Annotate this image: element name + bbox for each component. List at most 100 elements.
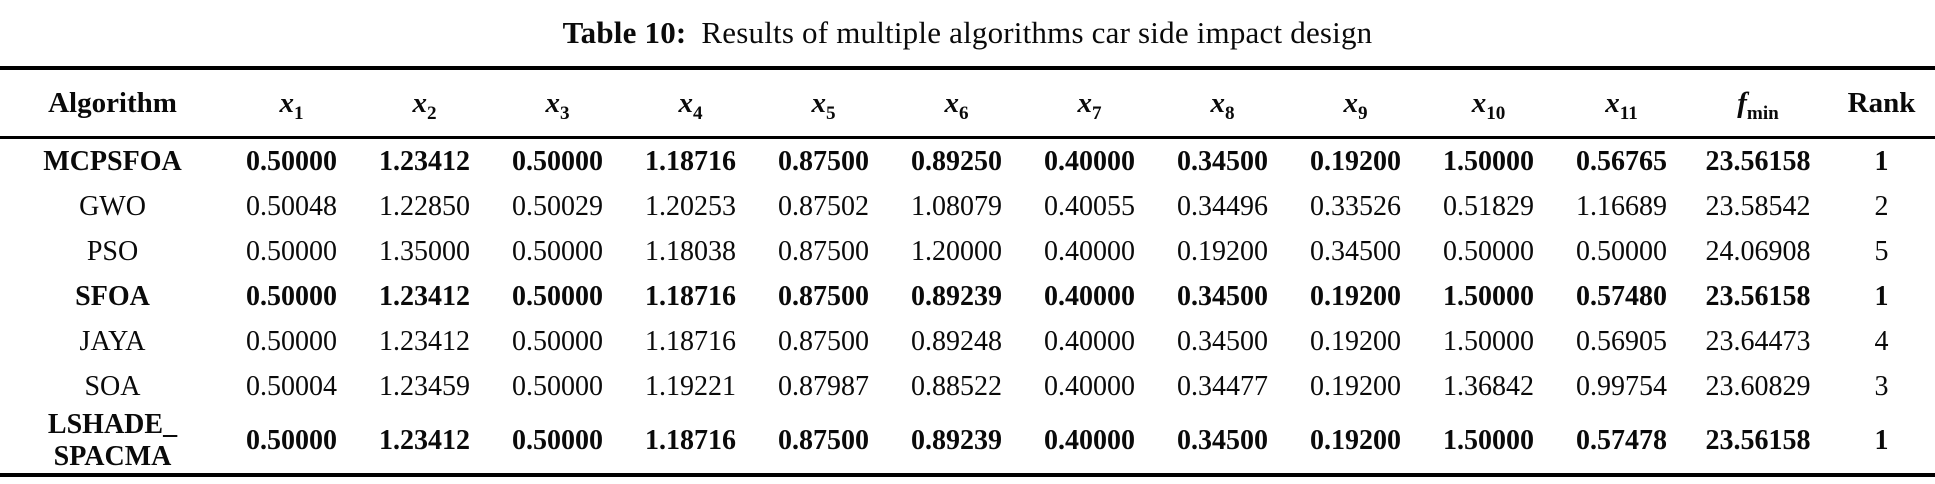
variable-subscript: 7 [1091,102,1102,124]
cell-value: 1.16689 [1576,190,1667,222]
cell-value: 0.34496 [1177,190,1268,222]
column-header-x6: x6 [890,68,1023,139]
cell-value: 1.50000 [1443,145,1534,177]
table-row-soa: SOA 0.50004 1.23459 0.50000 1.19221 0.87987 0.… [0,364,1935,409]
column-header-algorithm: Algorithm [0,68,225,139]
cell-value: 0.87500 [778,424,869,456]
column-header-x4: x4 [624,68,757,139]
column-header-x8: x8 [1156,68,1289,139]
cell-rank: 3 [1874,370,1889,402]
cell-value: 0.40055 [1044,190,1135,222]
cell-value: 0.34500 [1177,145,1268,177]
algorithm-name-line: GWO [79,190,146,222]
cell-rank: 5 [1874,235,1889,267]
variable-symbol: x [944,86,959,119]
cell-value: 23.60829 [1705,370,1811,402]
cell-value: 0.50000 [1576,235,1667,267]
cell-value: 0.34500 [1310,235,1401,267]
cell-value: 0.57480 [1576,280,1667,312]
cell-value: 23.56158 [1705,145,1811,177]
cell-value: 0.89250 [911,145,1002,177]
column-header-x9: x9 [1289,68,1422,139]
cell-value: 0.89239 [911,280,1002,312]
variable-symbol: x [811,86,826,119]
cell-value: 24.06908 [1705,235,1811,267]
column-header-x1: x1 [225,68,358,139]
variable-symbol: x [1210,86,1225,119]
algorithm-name-line: PSO [86,235,139,267]
variable-symbol: x [545,86,560,119]
table-row-pso: PSO 0.50000 1.35000 0.50000 1.18038 0.87500 1.… [0,229,1935,274]
table-header-row: Algorithm x1 x2 x3 x4 x5 x6 x7 x8 x9 x10 x11 fmin Ran… [0,68,1935,139]
cell-value: 23.58542 [1705,190,1811,222]
cell-rank: 1 [1874,424,1889,456]
cell-value: 0.50048 [246,190,337,222]
cell-value: 0.34500 [1177,325,1268,357]
cell-value: 1.35000 [379,235,470,267]
cell-value: 0.19200 [1310,325,1401,357]
cell-value: 23.56158 [1705,424,1811,456]
cell-value: 1.18716 [645,145,736,177]
cell-algorithm: JAYA [0,319,225,364]
table-row-mcpsfoa: MCPSFOA 0.50000 1.23412 0.50000 1.18716 0.875… [0,138,1935,185]
cell-value: 1.23412 [379,280,470,312]
cell-value: 0.34477 [1177,370,1268,402]
cell-value: 1.36842 [1443,370,1534,402]
variable-subscript: 1 [293,102,304,124]
cell-algorithm: SOA [0,364,225,409]
variable-subscript: 10 [1486,102,1506,124]
table-row-jaya: JAYA 0.50000 1.23412 0.50000 1.18716 0.87500 0… [0,319,1935,364]
cell-value: 0.40000 [1044,145,1135,177]
cell-value: 0.19200 [1310,424,1401,456]
cell-value: 1.50000 [1443,424,1534,456]
cell-value: 1.20253 [645,190,736,222]
variable-symbol: x [1605,86,1620,119]
table-caption: Table 10: Results of multiple algorithms… [0,0,1935,66]
algorithm-name-line: MCPSFOA [43,145,182,177]
cell-value: 0.57478 [1576,424,1667,456]
results-table: Algorithm x1 x2 x3 x4 x5 x6 x7 x8 x9 x10 x11 fmin Ran… [0,66,1935,477]
variable-symbol: x [1343,86,1358,119]
cell-value: 0.87500 [778,325,869,357]
column-header-rank: Rank [1828,68,1935,139]
column-header-fmin: fmin [1688,68,1828,139]
table-row-sfoa: SFOA 0.50000 1.23412 0.50000 1.18716 0.87500 0… [0,274,1935,319]
variable-symbol: x [678,86,693,119]
cell-value: 0.87500 [778,145,869,177]
algorithm-name-line: SPACMA [53,440,172,472]
cell-value: 0.19200 [1310,370,1401,402]
cell-value: 1.23459 [379,370,470,402]
variable-subscript: min [1746,102,1779,124]
variable-subscript: 6 [958,102,969,124]
cell-value: 0.34500 [1177,280,1268,312]
algorithm-name-line: SOA [84,370,141,402]
cell-value: 0.50000 [1443,235,1534,267]
cell-value: 0.99754 [1576,370,1667,402]
cell-value: 0.19200 [1310,280,1401,312]
cell-value: 0.89239 [911,424,1002,456]
table-row-lshade_spacma: LSHADE_ SPACMA 0.50000 1.23412 0.50000 1.1871… [0,409,1935,475]
cell-value: 0.40000 [1044,325,1135,357]
cell-algorithm: SFOA [0,274,225,319]
algorithm-name-line: SFOA [75,280,150,312]
variable-symbol: x [1471,86,1487,119]
cell-algorithm: GWO [0,184,225,229]
variable-subscript: 9 [1357,102,1368,124]
column-header-x10: x10 [1422,68,1555,139]
cell-algorithm: PSO [0,229,225,274]
cell-algorithm: LSHADE_ SPACMA [0,409,225,475]
cell-value: 0.50000 [512,325,603,357]
cell-value: 0.56905 [1576,325,1667,357]
cell-value: 0.50000 [246,325,337,357]
cell-value: 23.56158 [1705,280,1811,312]
cell-value: 0.40000 [1044,370,1135,402]
variable-subscript: 3 [559,102,570,124]
cell-rank: 1 [1874,145,1889,177]
cell-value: 1.18716 [645,280,736,312]
cell-rank: 2 [1874,190,1889,222]
cell-value: 0.34500 [1177,424,1268,456]
cell-value: 0.50000 [512,280,603,312]
variable-symbol: x [279,86,294,119]
cell-value: 0.19200 [1177,235,1268,267]
